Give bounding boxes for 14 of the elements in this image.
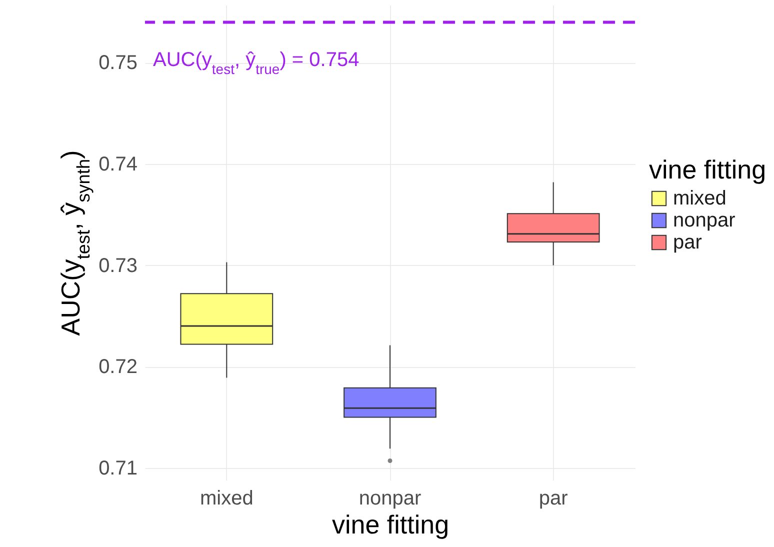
legend-title: vine fitting: [649, 154, 766, 184]
y-tick-label: 0.74: [98, 154, 138, 176]
x-tick-label: nonpar: [358, 488, 422, 510]
x-tick-label: par: [538, 488, 568, 510]
x-axis-title: vine fitting: [332, 510, 450, 540]
y-tick-label: 0.71: [98, 457, 138, 480]
y-tick-label: 0.72: [98, 356, 138, 378]
legend-label: nonpar: [673, 210, 736, 232]
ref-line-label: AUC(y$_{test}$, ŷ$_{true}$) = 0.754: [153, 49, 360, 78]
y-tick-label: 0.75: [98, 52, 138, 74]
legend-label: par: [673, 232, 702, 254]
y-tick-label: 0.73: [98, 254, 138, 277]
x-tick-label: mixed: [200, 488, 254, 510]
legend-label: mixed: [673, 188, 726, 210]
